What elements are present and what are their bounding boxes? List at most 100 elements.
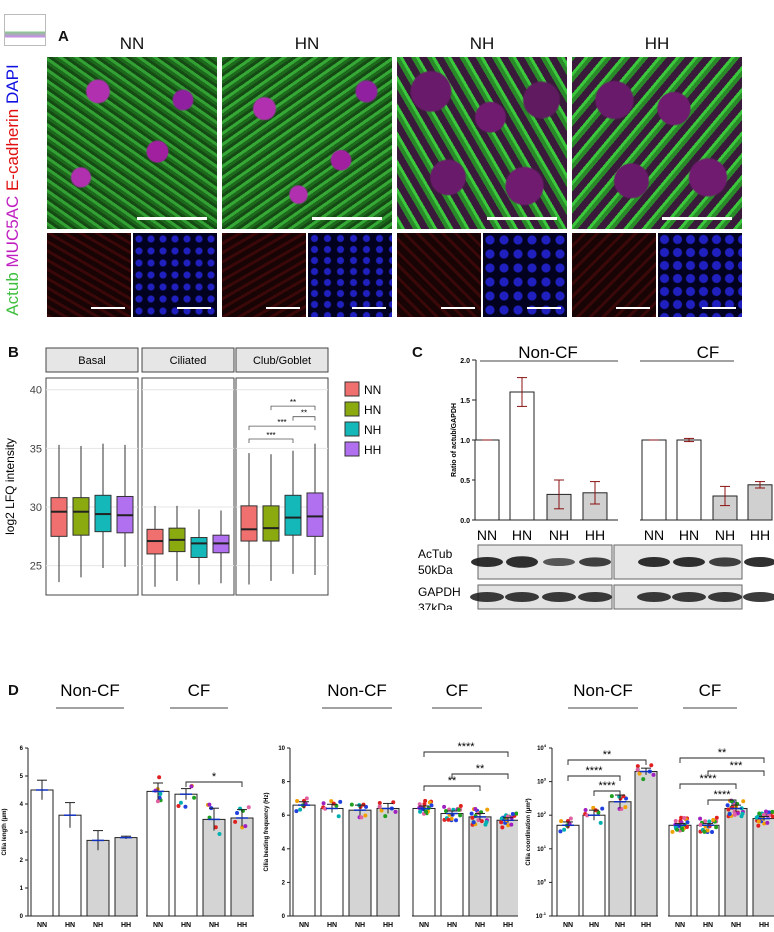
- data-point: [756, 823, 761, 828]
- condition-header-hh: HH: [644, 34, 670, 53]
- stain-label: Actub MUC5AC E-cadherin DAPI: [0, 60, 26, 320]
- y-tick-label: 6: [20, 746, 24, 752]
- x-tick-label: HH: [585, 527, 605, 543]
- scale-bar: [616, 307, 650, 309]
- micrograph-hn-ecad: [222, 233, 306, 317]
- group-label-noncf: Non-CF: [518, 343, 578, 362]
- x-tick-label: NN: [644, 527, 664, 543]
- data-point: [756, 819, 761, 824]
- significance-label: ****: [713, 789, 731, 801]
- y-tick-label: 2: [20, 858, 24, 864]
- y-tick-label: 2: [282, 880, 286, 886]
- x-tick-label: NN: [419, 922, 429, 929]
- x-tick-label: NN: [675, 922, 685, 929]
- data-point: [651, 772, 656, 777]
- y-tick-label: 1: [20, 886, 24, 892]
- y-axis-label: log2 LFQ intensity: [3, 438, 17, 535]
- blot-band: [638, 557, 670, 567]
- data-point: [732, 812, 737, 817]
- y-tick-label: 1.5: [460, 398, 470, 405]
- group-label-cf: CF: [699, 681, 722, 700]
- blot-band: [743, 592, 774, 602]
- box: [72, 497, 90, 536]
- data-point: [763, 809, 768, 814]
- bar: [86, 839, 110, 917]
- scale-bar: [352, 307, 386, 309]
- data-point: [422, 802, 427, 807]
- y-tick-label: 102: [537, 810, 547, 819]
- data-point: [447, 807, 452, 812]
- data-point: [295, 799, 300, 804]
- data-point: [361, 802, 366, 807]
- data-point: [757, 811, 762, 816]
- data-point: [423, 798, 428, 803]
- data-point: [377, 804, 382, 809]
- x-tick-label: NH: [93, 922, 103, 929]
- facet-label: Club/Goblet: [253, 355, 311, 367]
- data-point: [568, 816, 573, 821]
- data-point: [499, 820, 504, 825]
- x-tick-label: NN: [563, 922, 573, 929]
- x-tick-label: HN: [65, 922, 75, 929]
- data-point: [446, 817, 451, 822]
- data-point: [456, 807, 461, 812]
- x-tick-label: HN: [327, 922, 337, 929]
- data-point: [158, 791, 163, 796]
- data-point: [458, 803, 463, 808]
- bar: [292, 804, 316, 917]
- data-point: [509, 822, 514, 827]
- stain-actub: Actub: [3, 272, 22, 316]
- significance-label: ****: [457, 741, 475, 753]
- stain-dapi: DAPI: [3, 64, 22, 104]
- box: [284, 494, 302, 536]
- significance-bracket: [451, 773, 509, 779]
- data-point: [363, 813, 368, 818]
- data-point: [336, 814, 341, 819]
- y-axis-label: Cilia beating frequency (Hz): [264, 792, 270, 871]
- x-tick-label: HN: [512, 527, 532, 543]
- condition-header-nn: NN: [119, 34, 145, 53]
- data-point: [596, 810, 601, 815]
- y-tick-base: 10: [537, 847, 544, 853]
- blot-band: [709, 557, 741, 567]
- legend-swatch: [344, 381, 360, 397]
- blot-label-actub: AcTub: [418, 547, 453, 561]
- stain-ecad: E-cadherin: [3, 108, 22, 191]
- significance-label: *: [212, 771, 217, 783]
- data-point: [562, 827, 567, 832]
- data-point: [680, 826, 685, 831]
- data-point: [591, 805, 596, 810]
- x-tick-label: NH: [715, 527, 735, 543]
- blot-band: [470, 592, 504, 602]
- x-tick-label: HH: [759, 922, 769, 929]
- data-point: [641, 777, 646, 782]
- legend-label: NH: [364, 423, 381, 437]
- bar: [676, 439, 702, 521]
- data-point: [707, 819, 712, 824]
- box: [240, 505, 258, 542]
- box: [306, 492, 324, 537]
- significance-label: ****: [585, 765, 603, 777]
- data-point: [649, 763, 654, 768]
- data-point: [510, 812, 515, 817]
- panel-d-cilia-frequency: Non-CF CF Cilia beating frequency (Hz) 0 2 4 6…: [264, 681, 518, 929]
- x-tick-label: HN: [589, 922, 599, 929]
- y-tick-base: 10: [536, 914, 543, 920]
- data-point: [476, 818, 481, 823]
- significance-bracket: [707, 770, 765, 776]
- bar: [58, 814, 82, 917]
- data-point: [176, 804, 181, 809]
- bar: [752, 818, 774, 917]
- data-point: [377, 801, 382, 806]
- data-point: [458, 813, 463, 818]
- data-point: [767, 813, 772, 818]
- scale-bar: [441, 307, 475, 309]
- data-point: [609, 794, 614, 799]
- data-point: [217, 831, 222, 836]
- data-point: [740, 811, 745, 816]
- data-point: [623, 805, 628, 810]
- x-tick-label: HN: [181, 922, 191, 929]
- data-point: [682, 816, 687, 821]
- micrograph-hh-dapi: [658, 233, 742, 317]
- stain-muc5ac: MUC5AC: [3, 195, 22, 268]
